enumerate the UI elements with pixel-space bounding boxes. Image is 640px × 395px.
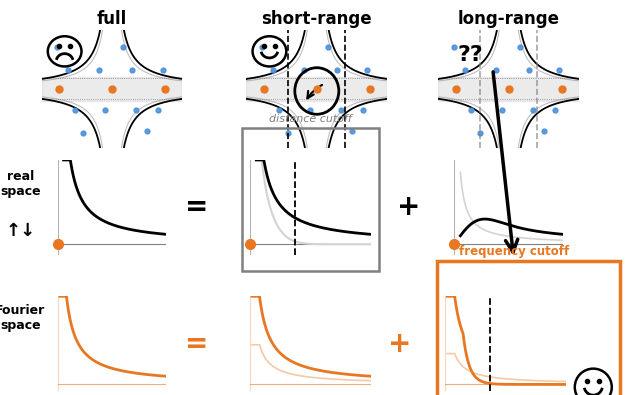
- Text: +: +: [388, 330, 412, 357]
- Bar: [42, 77, 182, 100]
- Text: real
space: real space: [0, 170, 41, 198]
- Text: frequency cutoff: frequency cutoff: [459, 245, 569, 258]
- Text: +: +: [397, 194, 420, 221]
- Text: long-range: long-range: [458, 10, 560, 28]
- Text: Fourier
space: Fourier space: [0, 304, 45, 332]
- Text: =: =: [186, 194, 209, 221]
- Bar: [246, 77, 387, 100]
- Text: ??: ??: [458, 45, 483, 66]
- Text: =: =: [186, 330, 209, 357]
- Text: distance cutoff: distance cutoff: [269, 115, 352, 124]
- Bar: [438, 77, 579, 100]
- Text: short-range: short-range: [262, 10, 372, 28]
- Text: full: full: [97, 10, 127, 28]
- Text: ↑↓: ↑↓: [5, 222, 36, 240]
